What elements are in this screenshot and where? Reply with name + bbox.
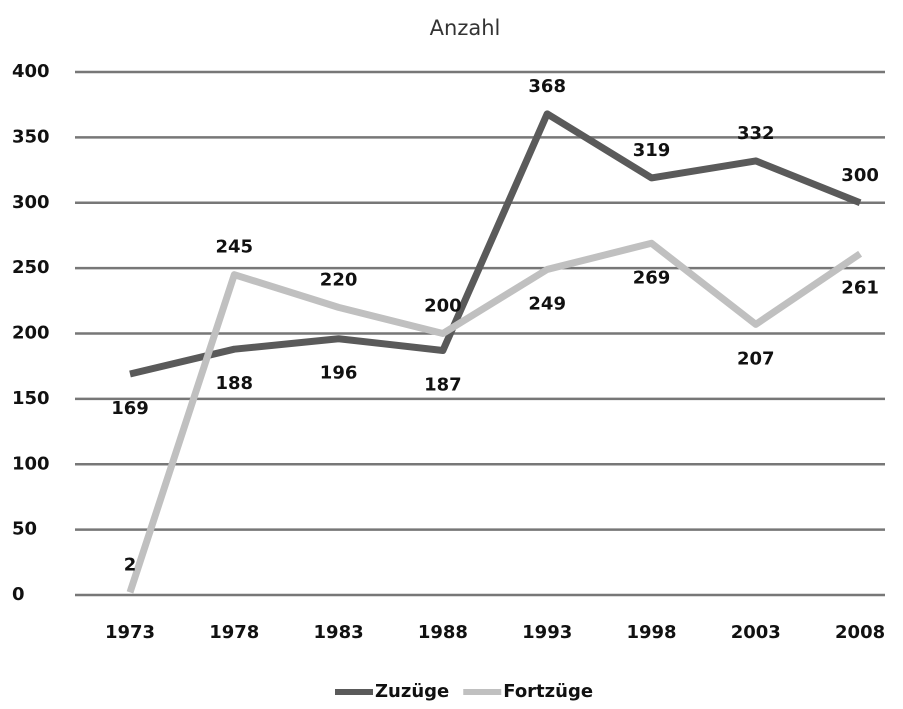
y-tick-label: 0 — [12, 584, 25, 605]
data-label: 169 — [111, 398, 149, 419]
data-label: 188 — [216, 373, 254, 394]
chart-title: Anzahl — [430, 16, 501, 40]
y-tick-label: 400 — [12, 61, 50, 82]
data-label: 368 — [528, 76, 566, 97]
data-label: 300 — [841, 165, 879, 186]
data-label: 200 — [424, 296, 462, 317]
y-tick-label: 250 — [12, 257, 50, 278]
x-tick-label: 1978 — [209, 622, 259, 643]
data-label: 2 — [124, 554, 137, 575]
data-label: 261 — [841, 278, 879, 299]
x-tick-label: 1998 — [626, 622, 676, 643]
y-tick-label: 100 — [12, 453, 50, 474]
y-tick-label: 200 — [12, 323, 50, 344]
x-tick-label: 1973 — [105, 622, 155, 643]
series-line — [126, 239, 863, 594]
data-label: 332 — [737, 123, 775, 144]
legend-label: Fortzüge — [503, 681, 593, 702]
legend-label: Zuzüge — [375, 681, 449, 702]
data-label: 319 — [633, 140, 671, 161]
data-label: 269 — [633, 267, 671, 288]
x-tick-label: 1993 — [522, 622, 572, 643]
y-tick-label: 350 — [12, 126, 50, 147]
x-tick-label: 2003 — [731, 622, 781, 643]
y-tick-label: 50 — [12, 519, 37, 540]
x-tick-label: 1988 — [418, 622, 468, 643]
data-label: 245 — [216, 237, 254, 258]
y-tick-label: 150 — [12, 388, 50, 409]
data-label: 249 — [528, 293, 566, 314]
y-tick-label: 300 — [12, 192, 50, 213]
x-tick-label: 1983 — [314, 622, 364, 643]
data-label: 207 — [737, 348, 775, 369]
x-tick-label: 2008 — [835, 622, 885, 643]
series-line — [129, 110, 862, 378]
data-label: 220 — [320, 269, 358, 290]
data-label: 187 — [424, 374, 462, 395]
data-label: 196 — [320, 363, 358, 384]
